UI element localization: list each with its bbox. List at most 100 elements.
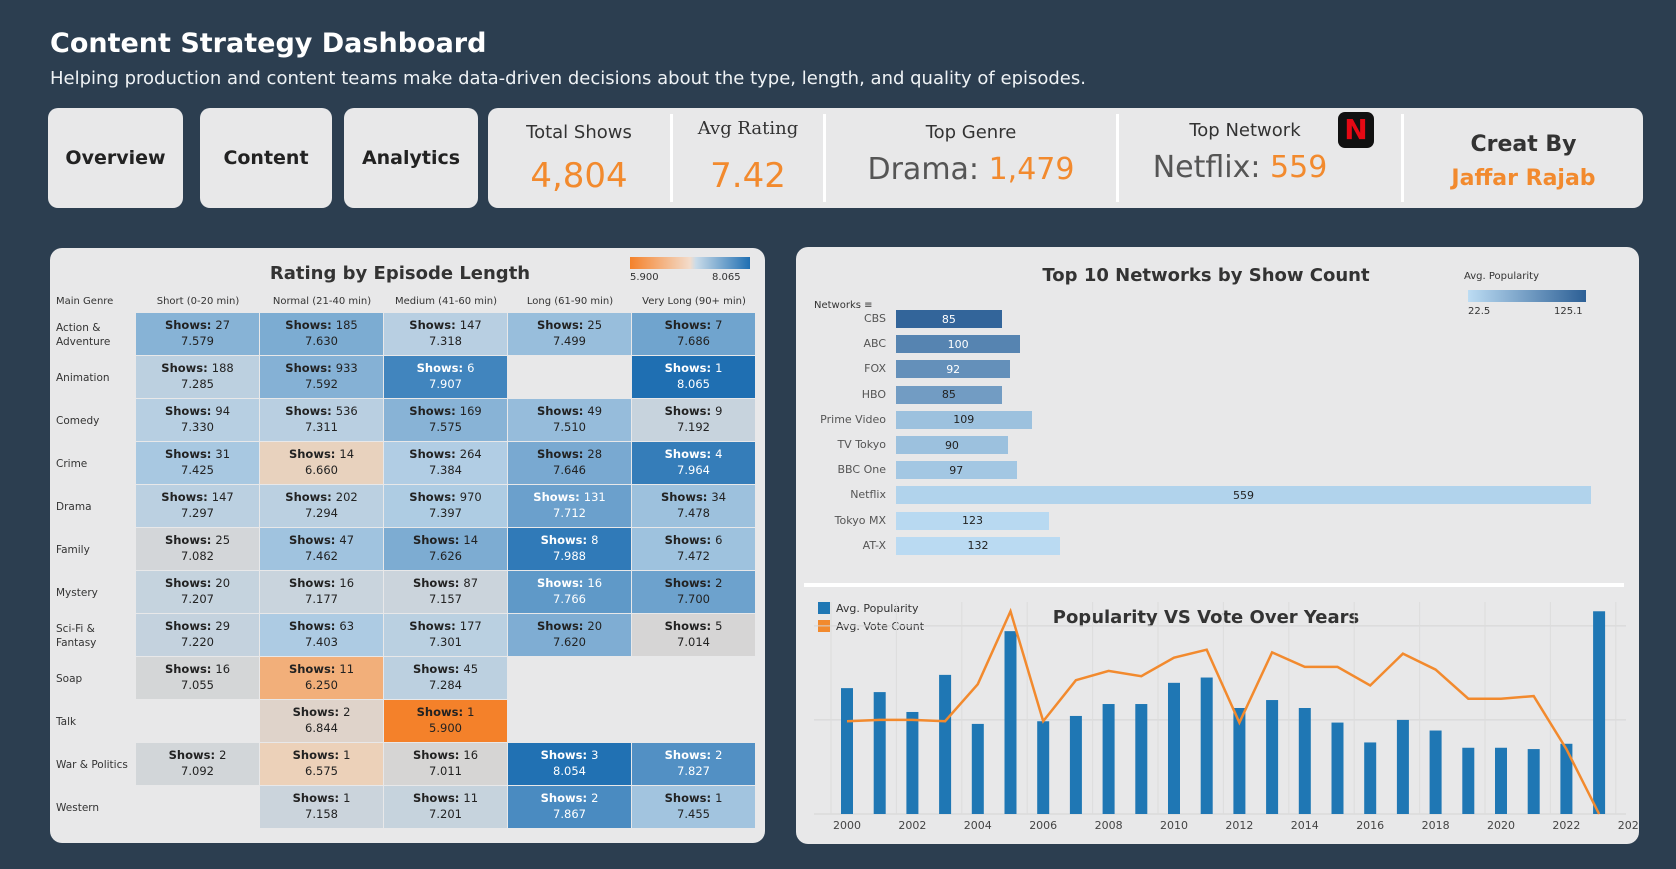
- heatmap-cell[interactable]: Shows: 29 7.220: [136, 614, 259, 656]
- popularity-bar[interactable]: [1135, 704, 1148, 814]
- creator-label: Creat By: [1470, 132, 1577, 157]
- heatmap-cell[interactable]: Shows: 49 7.510: [508, 399, 631, 441]
- analytics-button[interactable]: Analytics: [344, 108, 478, 208]
- heatmap-cell[interactable]: Shows: 63 7.403: [260, 614, 383, 656]
- network-bar[interactable]: 109: [896, 410, 1032, 429]
- network-bar[interactable]: 92: [896, 360, 1011, 379]
- popularity-bar[interactable]: [1396, 719, 1409, 814]
- heatmap-cell[interactable]: Shows: 2 6.844: [260, 700, 383, 742]
- heatmap-cell[interactable]: Shows: 185 7.630: [260, 313, 383, 355]
- heatmap-cell[interactable]: Shows: 8 7.988: [508, 528, 631, 570]
- heatmap-cell[interactable]: Shows: 933 7.592: [260, 356, 383, 398]
- heatmap-cell[interactable]: Shows: 177 7.301: [384, 614, 507, 656]
- overview-button[interactable]: Overview: [48, 108, 183, 208]
- genre-label: Mystery: [56, 586, 98, 599]
- heatmap-cell[interactable]: Shows: 47 7.462: [260, 528, 383, 570]
- heatmap-cell[interactable]: Shows: 970 7.397: [384, 485, 507, 527]
- popularity-bar[interactable]: [1560, 743, 1573, 814]
- heatmap-cell[interactable]: Shows: 34 7.478: [632, 485, 755, 527]
- heatmap-cell[interactable]: Shows: 202 7.294: [260, 485, 383, 527]
- heatmap-cell[interactable]: Shows: 2 7.092: [136, 743, 259, 785]
- popularity-bar[interactable]: [1364, 742, 1377, 814]
- heatmap-cell[interactable]: Shows: 5 7.014: [632, 614, 755, 656]
- vote-count-line[interactable]: [846, 607, 1601, 815]
- network-bar[interactable]: 90: [896, 436, 1008, 454]
- popularity-bar[interactable]: [939, 674, 952, 814]
- heatmap-cell[interactable]: Shows: 188 7.285: [136, 356, 259, 398]
- network-bar[interactable]: 123: [896, 511, 1049, 530]
- heatmap-cell[interactable]: Shows: 6 7.907: [384, 356, 507, 398]
- heatmap-cell[interactable]: Shows: 2 7.827: [632, 743, 755, 785]
- heatmap-cell[interactable]: Shows: 1 8.065: [632, 356, 755, 398]
- content-button[interactable]: Content: [200, 108, 332, 208]
- popularity-bar[interactable]: [1004, 631, 1017, 814]
- year-tick-label: 2006: [1029, 819, 1057, 832]
- popularity-bar[interactable]: [1298, 708, 1311, 814]
- heatmap-cell[interactable]: Shows: 147 7.318: [384, 313, 507, 355]
- heatmap-cell[interactable]: Shows: 7 7.686: [632, 313, 755, 355]
- kpi-divider: [1116, 114, 1119, 202]
- heatmap-cell[interactable]: Shows: 16 7.177: [260, 571, 383, 613]
- popularity-bar[interactable]: [1233, 708, 1246, 814]
- heatmap-cell[interactable]: Shows: 28 7.646: [508, 442, 631, 484]
- popularity-bar[interactable]: [1495, 747, 1507, 814]
- heatmap-cell[interactable]: Shows: 1 7.158: [260, 786, 383, 828]
- popularity-bar[interactable]: [841, 688, 853, 814]
- networks-legend-min: 22.5: [1468, 306, 1491, 317]
- heatmap-cell[interactable]: Shows: 4 7.964: [632, 442, 755, 484]
- heatmap-cell[interactable]: Shows: 25 7.499: [508, 313, 631, 355]
- heatmap-cell[interactable]: Shows: 16 7.011: [384, 743, 507, 785]
- heatmap-cell[interactable]: Shows: 1 5.900: [384, 700, 507, 742]
- genre-label: Animation: [56, 371, 110, 384]
- popularity-bar[interactable]: [1331, 722, 1344, 814]
- heatmap-cell[interactable]: Shows: 16 7.055: [136, 657, 259, 699]
- network-bar[interactable]: 85: [896, 310, 1002, 328]
- heatmap-cell[interactable]: Shows: 1 6.575: [260, 743, 383, 785]
- heatmap-cell[interactable]: Shows: 169 7.575: [384, 399, 507, 441]
- sort-icon[interactable]: ≡: [864, 300, 873, 311]
- heatmap-cell[interactable]: Shows: 14 6.660: [260, 442, 383, 484]
- genre-label: Comedy: [56, 414, 100, 427]
- heatmap-cell[interactable]: Shows: 11 7.201: [384, 786, 507, 828]
- heatmap-cell[interactable]: Shows: 6 7.472: [632, 528, 755, 570]
- heatmap-cell[interactable]: Shows: 264 7.384: [384, 442, 507, 484]
- popularity-bar[interactable]: [1462, 747, 1475, 814]
- heatmap-cell[interactable]: Shows: 87 7.157: [384, 571, 507, 613]
- heatmap-cell[interactable]: Shows: 2 7.700: [632, 571, 755, 613]
- heatmap-cell[interactable]: Shows: 14 7.626: [384, 528, 507, 570]
- heatmap-cell[interactable]: Shows: 20 7.620: [508, 614, 631, 656]
- heatmap-cell[interactable]: Shows: 9 7.192: [632, 399, 755, 441]
- heatmap-cell[interactable]: Shows: 31 7.425: [136, 442, 259, 484]
- popularity-bar[interactable]: [1266, 700, 1279, 814]
- popularity-bar[interactable]: [906, 711, 919, 814]
- popularity-bar[interactable]: [1527, 749, 1540, 814]
- heatmap-cell[interactable]: Shows: 11 6.250: [260, 657, 383, 699]
- heatmap-cell[interactable]: Shows: 16 7.766: [508, 571, 631, 613]
- heatmap-cell[interactable]: Shows: 27 7.579: [136, 313, 259, 355]
- heatmap-cell[interactable]: Shows: 536 7.311: [260, 399, 383, 441]
- popularity-bar[interactable]: [1593, 611, 1606, 814]
- heatmap-cell[interactable]: Shows: 45 7.284: [384, 657, 507, 699]
- network-bar[interactable]: 559: [896, 486, 1591, 505]
- heatmap-cell[interactable]: Shows: 2 7.867: [508, 786, 631, 828]
- popularity-bar[interactable]: [1069, 715, 1082, 814]
- network-bar[interactable]: 132: [896, 536, 1061, 555]
- network-bar[interactable]: 100: [896, 335, 1021, 354]
- heatmap-cell[interactable]: Shows: 3 8.054: [508, 743, 631, 785]
- popularity-bar[interactable]: [873, 692, 886, 814]
- popularity-bar[interactable]: [1200, 677, 1213, 814]
- heatmap-cell[interactable]: Shows: 20 7.207: [136, 571, 259, 613]
- popularity-bar[interactable]: [1037, 721, 1050, 814]
- popularity-bar[interactable]: [1168, 682, 1180, 814]
- popularity-bar[interactable]: [1429, 730, 1442, 814]
- popularity-bar[interactable]: [1102, 704, 1115, 814]
- heatmap-cell[interactable]: Shows: 131 7.712: [508, 485, 631, 527]
- popularity-bar[interactable]: [971, 723, 984, 814]
- network-label: TV Tokyo: [837, 438, 886, 451]
- network-bar[interactable]: 97: [896, 461, 1017, 480]
- heatmap-cell[interactable]: Shows: 25 7.082: [136, 528, 259, 570]
- heatmap-cell[interactable]: Shows: 147 7.297: [136, 485, 259, 527]
- heatmap-cell[interactable]: Shows: 94 7.330: [136, 399, 259, 441]
- heatmap-cell[interactable]: Shows: 1 7.455: [632, 786, 755, 828]
- network-bar[interactable]: 85: [896, 385, 1002, 404]
